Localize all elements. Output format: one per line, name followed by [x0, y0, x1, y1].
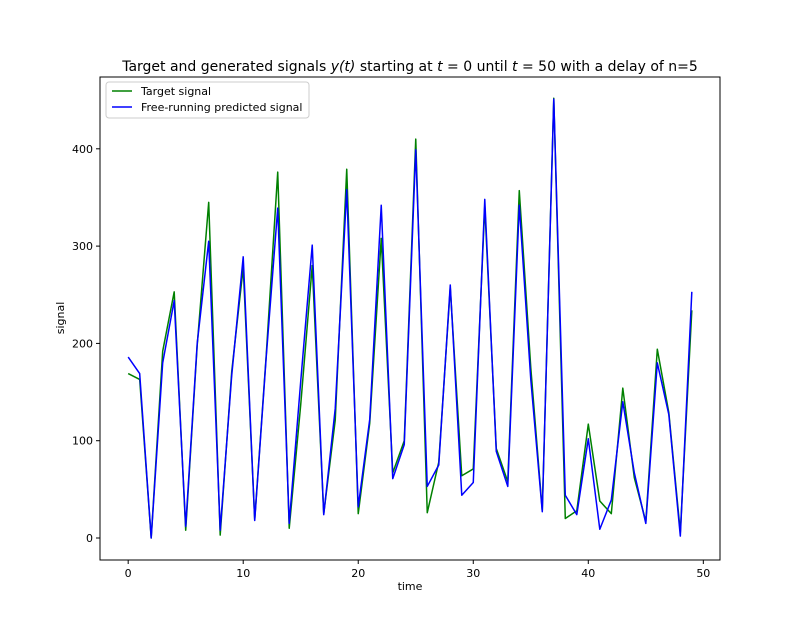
chart-title: Target and generated signals y(t) starti… [121, 59, 698, 75]
y-axis-label: signal [54, 302, 67, 335]
legend: Target signal Free-running predicted sig… [105, 81, 310, 119]
title-part: = 0 until [443, 59, 512, 75]
ticks-layer: 0 10 20 30 40 50 0 100 200 300 400 [72, 143, 710, 580]
legend-label-target: Target signal [140, 85, 211, 98]
plot-frame [99, 76, 721, 561]
y-tick-label: 100 [72, 435, 93, 448]
title-math: t [437, 59, 443, 75]
series-line-predicted [127, 98, 693, 539]
title-math: t [512, 59, 518, 75]
x-tick-label: 0 [125, 567, 132, 580]
series-line-target [127, 97, 693, 539]
y-tick-label: 0 [86, 532, 93, 545]
x-axis-label: time [398, 580, 423, 593]
x-tick-label: 20 [351, 567, 365, 580]
y-tick-label: 400 [72, 143, 93, 156]
x-tick-label: 40 [581, 567, 595, 580]
x-tick-label: 10 [236, 567, 250, 580]
title-part: Target and generated signals [121, 59, 330, 75]
series-layer [127, 97, 693, 539]
y-tick-label: 300 [72, 240, 93, 253]
title-part: starting at [355, 59, 437, 75]
legend-box [105, 81, 310, 119]
title-math: y(t) [330, 59, 356, 75]
legend-label-predicted: Free-running predicted signal [141, 101, 302, 114]
title-part: = 50 with a delay of n=5 [518, 59, 698, 75]
x-tick-label: 30 [466, 567, 480, 580]
x-tick-label: 50 [696, 567, 710, 580]
y-tick-label: 200 [72, 337, 93, 350]
